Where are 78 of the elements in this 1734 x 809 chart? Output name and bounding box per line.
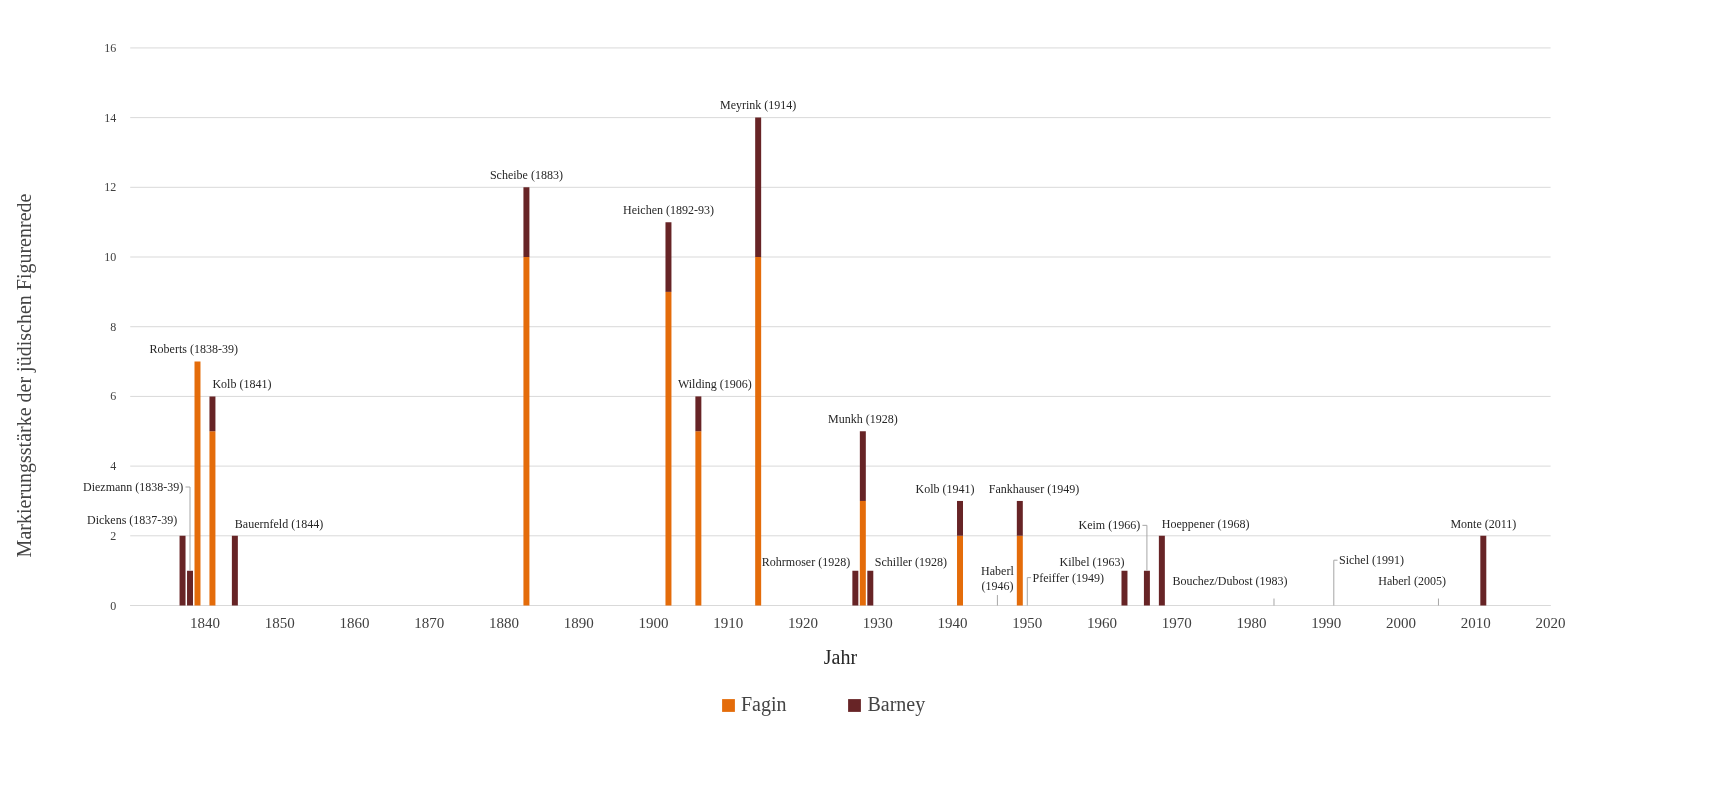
x-tick-label: 1840: [189, 614, 220, 631]
x-tick-label: 1930: [862, 614, 893, 631]
x-tick-label: 1870: [414, 614, 445, 631]
x-tick-label: 2000: [1386, 614, 1417, 631]
y-tick-label: 10: [104, 250, 117, 265]
x-axis-title: Jahr: [823, 645, 858, 668]
y-tick-label: 8: [110, 319, 117, 334]
annotation: Monte (2011): [1450, 516, 1517, 531]
annotation: Keim (1966): [1078, 518, 1141, 533]
y-tick-label: 14: [104, 110, 117, 125]
bar: [867, 570, 874, 606]
x-tick-label: 1960: [1087, 614, 1118, 631]
legend-label: Barney: [867, 693, 926, 716]
bar: [231, 535, 238, 606]
annotation: Diezmann (1838-39): [82, 480, 184, 495]
annotation: Dickens (1837-39): [87, 513, 178, 528]
y-tick-label: 2: [110, 528, 117, 543]
y-tick-label: 12: [104, 180, 117, 195]
x-tick-label: 2010: [1460, 614, 1491, 631]
y-tick-label: 16: [104, 40, 117, 55]
x-tick-label: 2020: [1535, 614, 1566, 631]
y-axis-title: Markierungsstärke der jüdischen Figurenrede: [12, 193, 36, 558]
annotation: Munkh (1928): [828, 412, 898, 427]
y-tick-label: 0: [110, 598, 117, 613]
bar: [209, 431, 216, 606]
annotation: Haberl (1946): [981, 563, 1015, 594]
x-tick-label: 1950: [1012, 614, 1043, 631]
annotation: Sichel (1991): [1339, 553, 1405, 568]
annotation: Bouchez/Dubost (1983): [1172, 574, 1288, 589]
annotation: Kilbel (1963): [1059, 554, 1125, 569]
bar: [523, 187, 530, 258]
bar: [523, 257, 530, 606]
legend-label: Fagin: [740, 693, 787, 716]
annotation: Meyrink (1914): [720, 98, 797, 113]
annotation: Schiller (1928): [874, 554, 948, 569]
bar: [957, 500, 963, 536]
x-tick-label: 1990: [1311, 614, 1342, 631]
bar: [695, 431, 702, 606]
bar: [1158, 535, 1165, 606]
bar: [957, 535, 963, 606]
bar: [859, 500, 866, 606]
bar: [755, 117, 762, 258]
annotation: Kolb (1941): [915, 481, 975, 496]
y-tick-label: 4: [110, 459, 117, 474]
bar: [1143, 570, 1150, 606]
bar: [852, 570, 859, 606]
x-tick-label: 1920: [788, 614, 819, 631]
x-tick-label: 1850: [264, 614, 295, 631]
bar: [209, 396, 216, 432]
x-tick-label: 1910: [713, 614, 744, 631]
bar: [665, 291, 672, 606]
annotation: Wilding (1906): [677, 377, 752, 392]
x-tick-label: 1890: [563, 614, 594, 631]
bar: [1016, 500, 1023, 536]
x-tick-label: 1970: [1161, 614, 1192, 631]
x-tick-label: 1980: [1236, 614, 1267, 631]
annotation: Bauernfeld (1844): [234, 516, 324, 531]
annotation: Heichen (1892-93): [622, 202, 714, 217]
bar: [1016, 535, 1023, 606]
annotation: Roberts (1838-39): [149, 342, 238, 357]
annotation: Kolb (1841): [212, 377, 272, 392]
bar: [859, 431, 866, 501]
bar: [695, 396, 702, 432]
x-tick-label: 1860: [339, 614, 370, 631]
annotation: Hoeppener (1968): [1161, 516, 1250, 531]
x-tick-label: 1940: [937, 614, 968, 631]
bar: [1480, 535, 1487, 606]
x-tick-label: 1880: [489, 614, 519, 631]
annotation: Rohrmoser (1928): [761, 554, 851, 569]
bar: [755, 257, 762, 606]
annotation: Haberl (2005): [1378, 574, 1446, 589]
bar: [665, 222, 672, 292]
x-tick-label: 1900: [638, 614, 669, 631]
y-tick-label: 6: [110, 389, 117, 404]
annotation: Fankhauser (1949): [988, 481, 1080, 496]
bar: [1121, 570, 1128, 606]
annotation: Pfeiffer (1949): [1032, 570, 1104, 585]
annotation: Scheibe (1883): [489, 168, 563, 183]
